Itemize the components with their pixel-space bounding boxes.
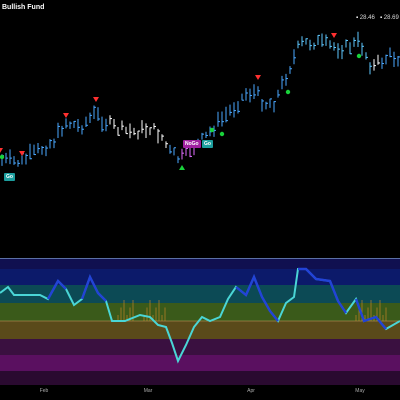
signal-dot [219, 131, 225, 137]
time-axis: Feb Mar Apr May [0, 385, 400, 400]
tick-mar: Mar [143, 388, 153, 394]
down-signal-triangle [63, 113, 69, 118]
nogo-badge: NoGo [183, 140, 201, 148]
oscillator-strong-segment [235, 273, 279, 322]
price-readout-1: ▪ 28.46 [356, 15, 375, 21]
chart-title: Bullish Fund [2, 4, 45, 11]
down-signal-triangle [331, 33, 337, 38]
tick-may: May [355, 388, 365, 394]
oscillator-strong-segment [80, 273, 107, 302]
osc-band-4 [0, 303, 400, 321]
price-readout-2: ▪ 28.69 [380, 15, 399, 21]
oscillator-strong-segment [354, 298, 387, 330]
signal-dot [285, 89, 291, 95]
osc-band-2 [0, 269, 400, 285]
go-oscillator-panel[interactable] [0, 259, 400, 385]
signal-dot [209, 127, 215, 133]
osc-band-6 [0, 339, 400, 355]
price-chart[interactable] [0, 22, 400, 257]
osc-band-1 [0, 259, 400, 269]
down-signal-triangle [93, 97, 99, 102]
osc-band-8 [0, 371, 400, 385]
price-bars [1, 31, 400, 167]
go-badge: Go [202, 140, 213, 148]
oscillator-strong-segment [298, 267, 347, 314]
panel-divider [0, 258, 400, 259]
oscillator-strong-segment [46, 279, 67, 300]
up-signal-triangle [179, 165, 185, 170]
signal-dot [356, 53, 362, 59]
down-signal-triangle [255, 75, 261, 80]
tick-apr: Apr [247, 388, 255, 394]
tick-feb: Feb [39, 388, 49, 394]
osc-band-5 [0, 321, 400, 339]
signal-dot [0, 154, 5, 160]
osc-band-3 [0, 285, 400, 303]
down-signal-triangle [19, 151, 25, 156]
signal-markers [0, 33, 362, 170]
down-signal-triangle [0, 148, 3, 153]
go-badge-left: Go [4, 173, 15, 181]
osc-band-7 [0, 355, 400, 371]
oscillator-strong-segments [46, 267, 387, 330]
